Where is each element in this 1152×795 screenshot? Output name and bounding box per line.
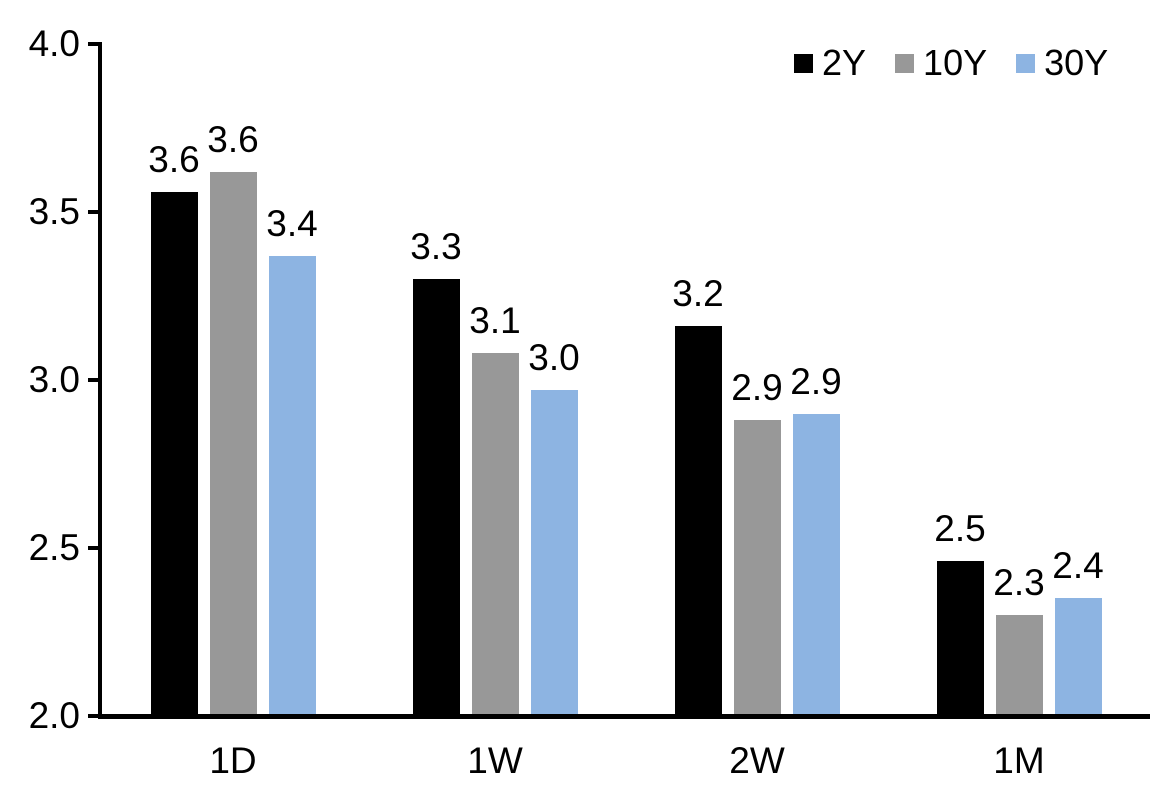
y-tick-label-3.0: 3.0 bbox=[28, 359, 80, 400]
y-tick-mark-3.0 bbox=[88, 378, 99, 382]
bar-value-label-30Y-2W: 2.9 bbox=[790, 360, 842, 402]
legend-label-30Y: 30Y bbox=[1044, 42, 1109, 83]
bar-2Y-1D bbox=[150, 191, 198, 718]
y-tick-mark-4.0 bbox=[88, 42, 99, 46]
legend-label-2Y: 2Y bbox=[822, 42, 867, 83]
legend-label-10Y: 10Y bbox=[923, 42, 988, 83]
bar-value-label-2Y-1W: 3.3 bbox=[410, 226, 462, 268]
legend-item-30Y: 30Y bbox=[1016, 42, 1108, 84]
bar-2Y-1M bbox=[936, 561, 984, 718]
y-tick-mark-2.0 bbox=[88, 714, 99, 718]
bar-10Y-1M bbox=[995, 615, 1043, 718]
bar-value-label-2Y-2W: 3.2 bbox=[672, 273, 724, 315]
bar-value-label-10Y-1M: 2.3 bbox=[993, 562, 1045, 604]
bar-2Y-2W bbox=[674, 326, 722, 718]
bar-2Y-1W bbox=[412, 279, 460, 718]
bar-value-label-2Y-1D: 3.6 bbox=[148, 138, 200, 180]
legend-item-2Y: 2Y bbox=[794, 42, 866, 84]
bar-value-label-2Y-1M: 2.5 bbox=[934, 508, 986, 550]
x-axis bbox=[98, 714, 1150, 719]
bar-value-label-30Y-1W: 3.0 bbox=[528, 337, 580, 379]
legend-item-10Y: 10Y bbox=[895, 42, 987, 84]
bar-10Y-1D bbox=[209, 171, 257, 718]
y-tick-label-2.0: 2.0 bbox=[28, 695, 80, 736]
x-category-label-1W: 1W bbox=[467, 740, 523, 781]
bar-30Y-1M bbox=[1054, 598, 1102, 718]
bar-value-label-10Y-1D: 3.6 bbox=[207, 118, 259, 160]
y-tick-label-2.5: 2.5 bbox=[28, 527, 80, 568]
bar-10Y-2W bbox=[733, 420, 781, 718]
y-tick-mark-3.5 bbox=[88, 210, 99, 214]
bar-10Y-1W bbox=[471, 353, 519, 718]
y-tick-label-4.0: 4.0 bbox=[28, 23, 80, 64]
x-category-label-1M: 1M bbox=[993, 740, 1045, 781]
y-tick-mark-2.5 bbox=[88, 546, 99, 550]
bar-value-label-30Y-1D: 3.4 bbox=[266, 202, 318, 244]
x-category-label-2W: 2W bbox=[729, 740, 785, 781]
bar-30Y-1W bbox=[530, 390, 578, 718]
bar-value-label-30Y-1M: 2.4 bbox=[1052, 545, 1104, 587]
legend-swatch-10Y bbox=[895, 53, 915, 73]
bar-value-label-10Y-1W: 3.1 bbox=[469, 300, 521, 342]
legend-swatch-30Y bbox=[1016, 53, 1036, 73]
y-axis bbox=[98, 42, 102, 719]
bar-value-label-10Y-2W: 2.9 bbox=[731, 367, 783, 409]
y-tick-label-3.5: 3.5 bbox=[28, 191, 80, 232]
legend-swatch-2Y bbox=[794, 53, 813, 73]
legend: 2Y 10Y 30Y bbox=[794, 42, 1108, 84]
x-category-label-1D: 1D bbox=[209, 740, 257, 781]
bar-30Y-2W bbox=[792, 413, 840, 718]
bar-30Y-1D bbox=[268, 255, 316, 718]
